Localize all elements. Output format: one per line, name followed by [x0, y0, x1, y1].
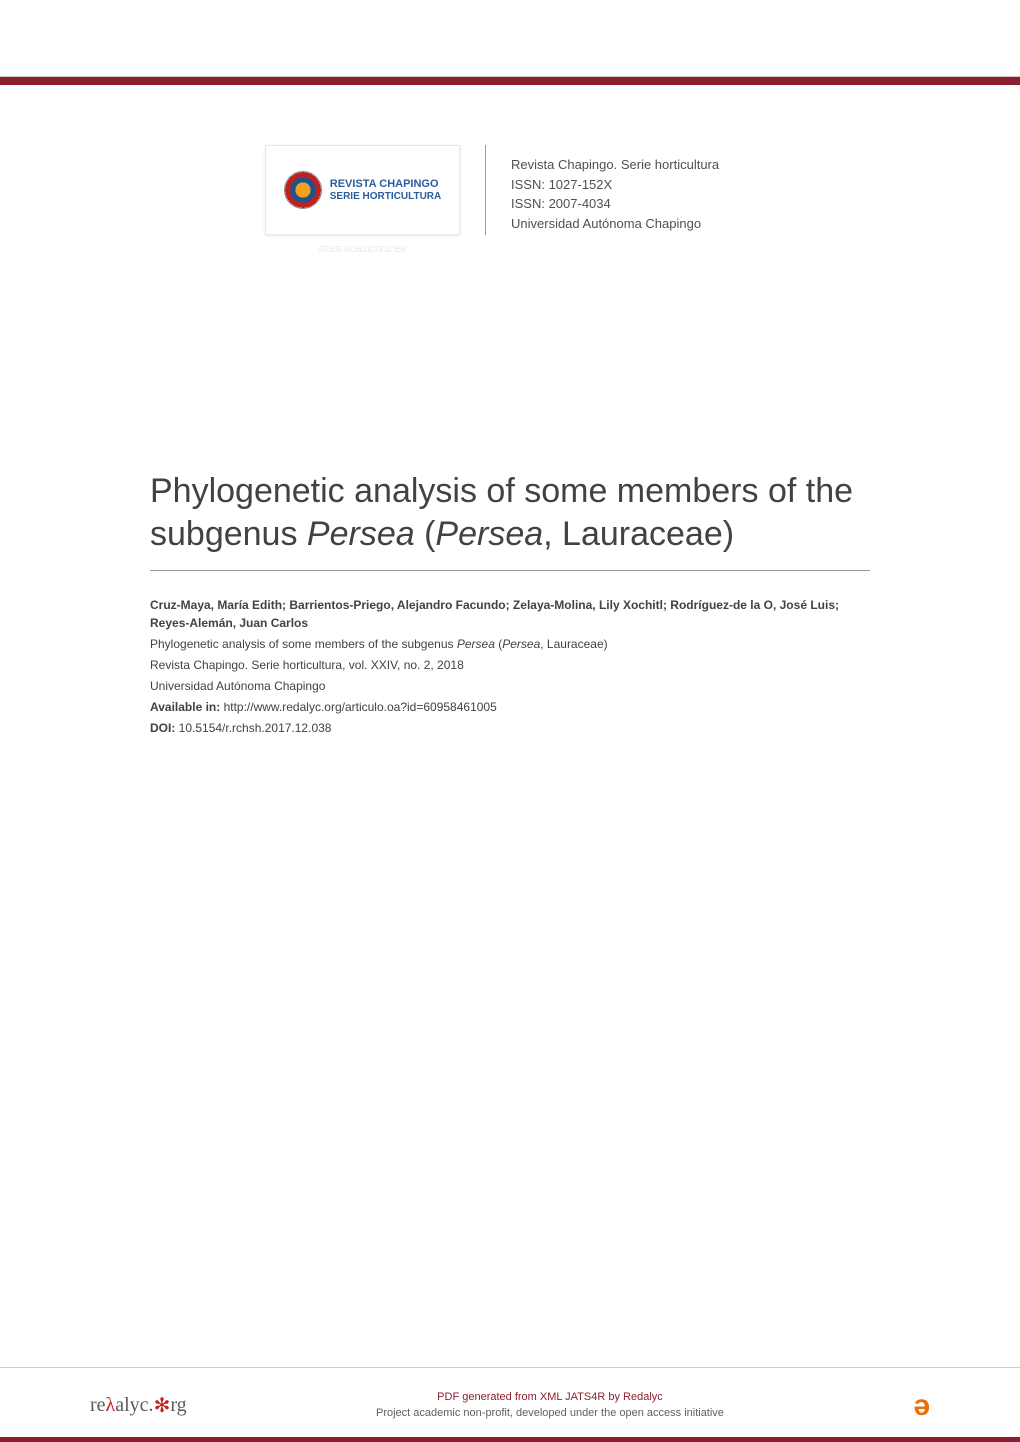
- main-title-section: Phylogenetic analysis of some members of…: [0, 470, 1020, 571]
- article-title-small: Phylogenetic analysis of some members of…: [150, 635, 870, 653]
- title-mid: (: [415, 515, 436, 553]
- logo-reflection: SERIE HORTICULTURA: [265, 238, 460, 253]
- redalyc-suffix: rg: [170, 1394, 186, 1417]
- header-section: REVISTA CHAPINGO SERIE HORTICULTURA SERI…: [0, 85, 1020, 235]
- redalyc-prefix: re: [90, 1394, 106, 1417]
- doi-label: DOI:: [150, 721, 179, 735]
- journal-issn1: ISSN: 1027-152X: [511, 175, 719, 195]
- available-line: Available in: http://www.redalyc.org/art…: [150, 698, 870, 716]
- redalyc-mid: alyc.: [115, 1394, 153, 1417]
- journal-name: Revista Chapingo. Serie horticultura: [511, 155, 719, 175]
- top-thin-rule: [0, 76, 1020, 77]
- title-underline: [150, 570, 870, 571]
- footer-text-block: PDF generated from XML JATS4R by Redalyc…: [187, 1390, 914, 1421]
- title-italic2: Persea: [435, 515, 543, 553]
- vertical-divider: [485, 145, 486, 235]
- institution-line: Universidad Autónoma Chapingo: [150, 677, 870, 695]
- redalyc-leaf-icon: ✻: [154, 1393, 171, 1418]
- journal-logo: REVISTA CHAPINGO SERIE HORTICULTURA: [265, 145, 460, 235]
- logo-line1: REVISTA CHAPINGO: [330, 178, 441, 190]
- article-title: Phylogenetic analysis of some members of…: [150, 470, 870, 555]
- citation-line: Revista Chapingo. Serie horticultura, vo…: [150, 656, 870, 674]
- small-title-suffix: , Lauraceae): [540, 637, 607, 651]
- footer-content: reλalyc.✻rg PDF generated from XML JATS4…: [0, 1368, 1020, 1433]
- available-url[interactable]: http://www.redalyc.org/articulo.oa?id=60…: [224, 700, 497, 714]
- small-title-italic2: Persea: [502, 637, 540, 651]
- small-title-prefix: Phylogenetic analysis of some members of…: [150, 637, 457, 651]
- journal-logo-container: REVISTA CHAPINGO SERIE HORTICULTURA SERI…: [265, 145, 460, 235]
- top-accent-bar: [0, 0, 1020, 85]
- redalyc-logo: reλalyc.✻rg: [90, 1393, 187, 1418]
- authors-line: Cruz-Maya, María Edith; Barrientos-Prieg…: [150, 596, 870, 632]
- open-access-icon: ə: [913, 1389, 930, 1423]
- logo-text-block: REVISTA CHAPINGO SERIE HORTICULTURA: [330, 178, 441, 201]
- doi-line: DOI: 10.5154/r.rchsh.2017.12.038: [150, 719, 870, 737]
- journal-issn2: ISSN: 2007-4034: [511, 194, 719, 214]
- doi-value: 10.5154/r.rchsh.2017.12.038: [179, 721, 332, 735]
- footer: reλalyc.✻rg PDF generated from XML JATS4…: [0, 1367, 1020, 1442]
- footer-accent-bar: [0, 1437, 1020, 1442]
- available-label: Available in:: [150, 700, 224, 714]
- details-section: Cruz-Maya, María Edith; Barrientos-Prieg…: [0, 596, 1020, 737]
- logo-line2: SERIE HORTICULTURA: [330, 191, 441, 202]
- project-line: Project academic non-profit, developed u…: [187, 1406, 914, 1421]
- pdf-generated-line: PDF generated from XML JATS4R by Redalyc: [187, 1390, 914, 1405]
- journal-info-block: Revista Chapingo. Serie horticultura ISS…: [511, 145, 719, 233]
- title-italic1: Persea: [307, 515, 415, 553]
- journal-publisher: Universidad Autónoma Chapingo: [511, 214, 719, 234]
- redalyc-lambda: λ: [106, 1394, 116, 1417]
- small-title-italic1: Persea: [457, 637, 495, 651]
- title-suffix: , Lauraceae): [543, 515, 734, 553]
- logo-emblem-icon: [284, 171, 322, 209]
